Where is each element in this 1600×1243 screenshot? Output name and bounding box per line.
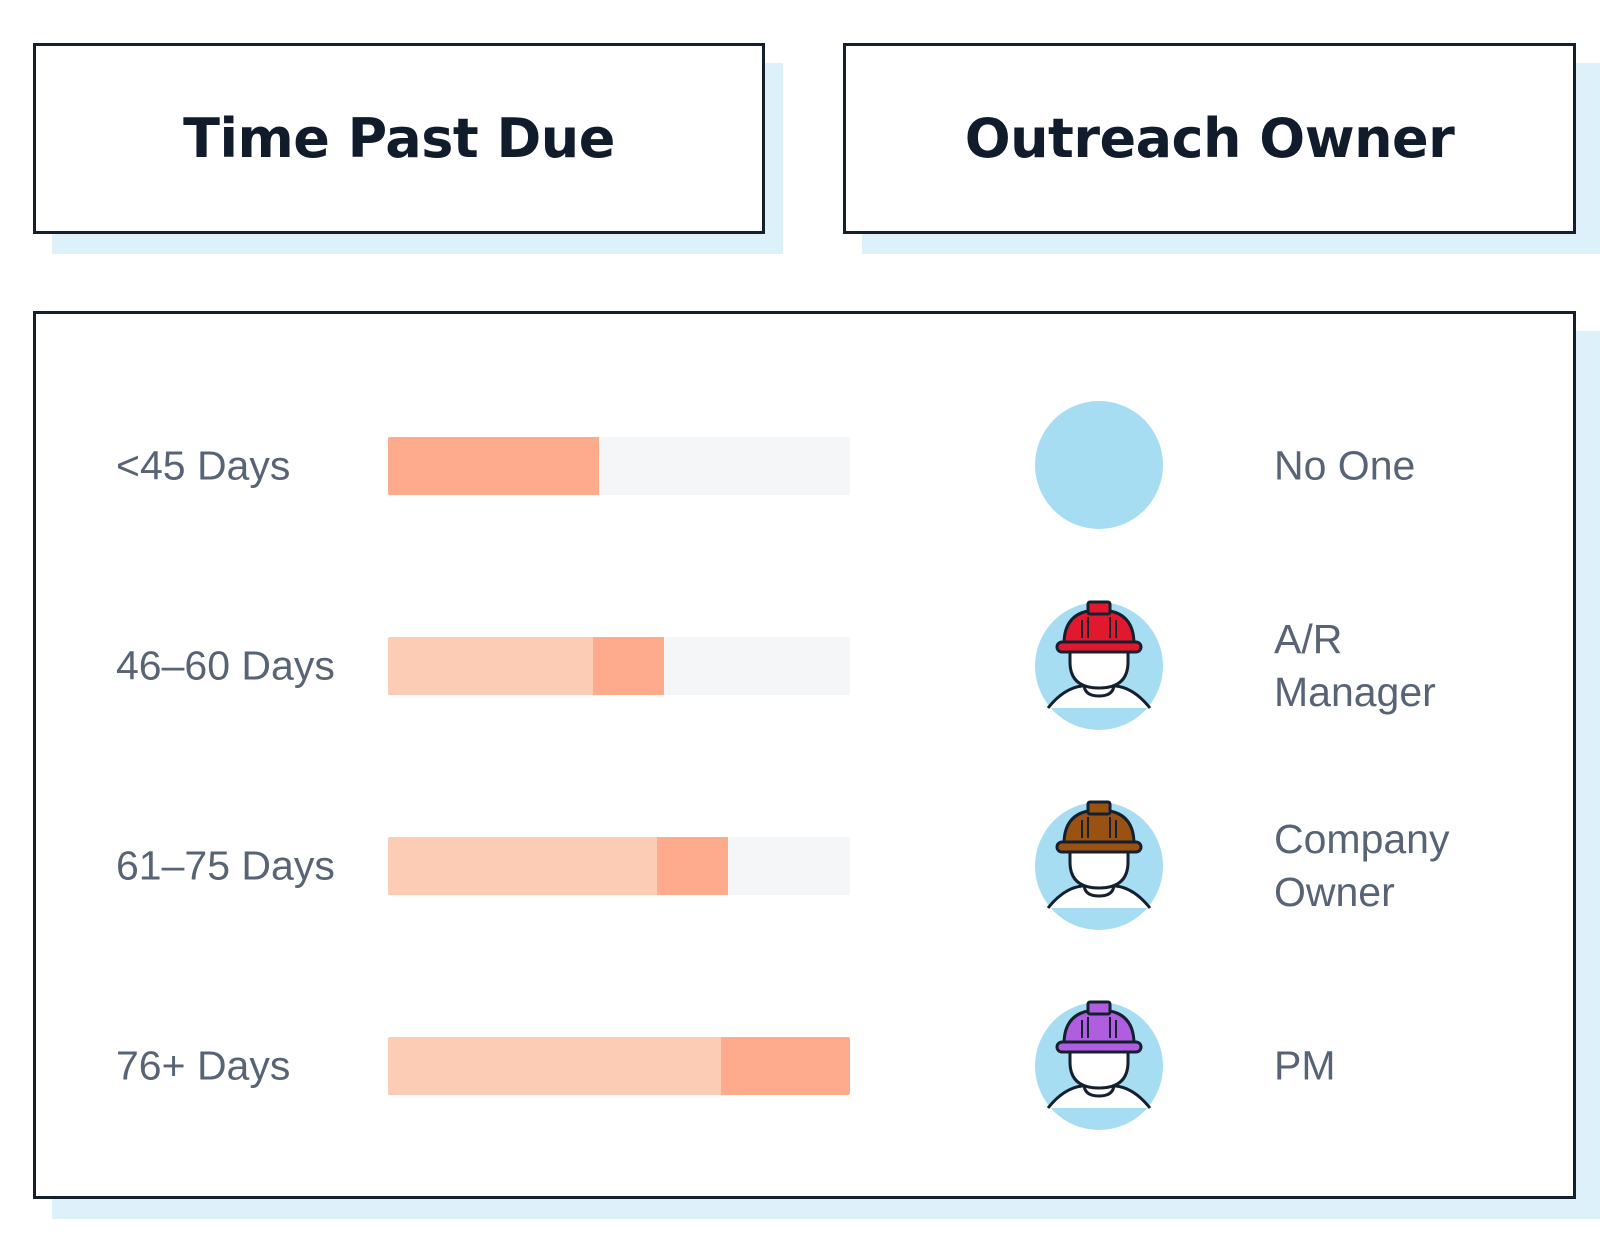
time-bar-base [388, 837, 658, 895]
owner-label: PM [1274, 1042, 1336, 1089]
time-bar-base [388, 1037, 721, 1095]
time-bar [388, 437, 850, 495]
time-bar-accent [657, 837, 728, 895]
time-bar-accent [593, 637, 664, 695]
outreach-owner-title: Outreach Owner [964, 107, 1455, 170]
time-bar [388, 837, 850, 895]
owner-label: A/R Manager [1274, 616, 1436, 715]
worker-brown-hardhat-icon [1035, 800, 1163, 930]
owner-label: No One [1274, 442, 1416, 489]
time-bar [388, 1037, 850, 1095]
worker-red-hardhat-icon [1035, 600, 1163, 730]
row-label: 46–60 Days [116, 642, 335, 689]
row-label: 76+ Days [116, 1042, 291, 1089]
worker-purple-hardhat-icon [1035, 1000, 1163, 1130]
time-bar-base [388, 637, 594, 695]
time-bar-accent [720, 1037, 850, 1095]
row-label: <45 Days [116, 442, 291, 489]
empty-circle-icon [1035, 401, 1163, 529]
time-past-due-header: Time Past Due [33, 43, 765, 234]
time-bar [388, 637, 850, 695]
row-label: 61–75 Days [116, 842, 335, 889]
main-panel: <45 Days No One 46–60 Days [33, 311, 1576, 1199]
time-past-due-title: Time Past Due [183, 107, 615, 170]
time-bar-accent [388, 437, 600, 495]
outreach-owner-header: Outreach Owner [843, 43, 1576, 234]
owner-label: Company Owner [1274, 816, 1450, 915]
